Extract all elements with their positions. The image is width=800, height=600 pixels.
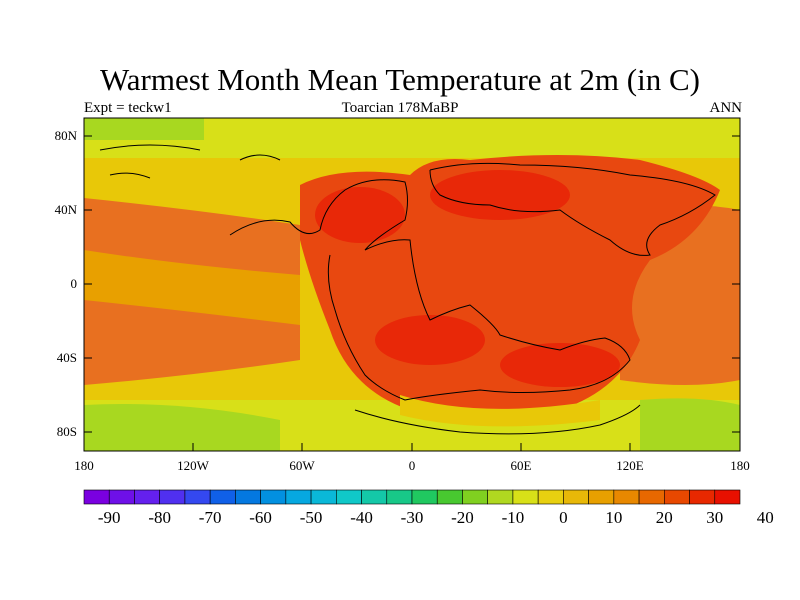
colorbar-swatch — [108, 489, 135, 505]
colorbar-swatch — [714, 489, 741, 505]
colorbar-swatch — [83, 489, 110, 505]
coastline-antarctic — [354, 404, 641, 435]
south-cold-patch-east — [640, 398, 740, 451]
colorbar-label: -50 — [299, 508, 323, 527]
map-field — [84, 118, 740, 451]
colorbar-swatch — [336, 489, 362, 505]
colorbar-label: 40 — [756, 508, 774, 527]
colorbar-swatch — [386, 489, 413, 505]
colorbar-swatch — [436, 489, 463, 505]
colorbar-swatch — [184, 489, 211, 505]
colorbar-swatch — [537, 489, 564, 505]
colorbar-label: -10 — [501, 508, 525, 527]
chart-title: Warmest Month Mean Temperature at 2m (in… — [100, 62, 700, 97]
colorbar-label: -20 — [451, 508, 474, 527]
lon-label: 120E — [616, 458, 644, 473]
hot-spot-north — [430, 170, 570, 220]
colorbar-swatch — [134, 489, 160, 505]
colorbar-label: -90 — [97, 508, 121, 527]
colorbar-swatch — [411, 489, 438, 505]
north-cold-patch — [84, 118, 204, 140]
colorbar-swatch — [613, 489, 640, 505]
colorbar-label: 30 — [706, 508, 724, 527]
ocean-equatorial-cool — [84, 250, 300, 325]
colorbar-swatch — [209, 489, 236, 505]
lon-label: 120W — [177, 458, 209, 473]
lon-label: 180 — [730, 458, 750, 473]
colorbar-swatch — [235, 489, 261, 505]
colorbar-label: 20 — [655, 508, 673, 527]
colorbar-swatch — [159, 489, 186, 505]
colorbar-swatch — [260, 489, 287, 505]
coastline-arctic-islands — [99, 144, 281, 179]
colorbar-label: -60 — [249, 508, 272, 527]
south-cold-patch-west — [84, 404, 280, 451]
colorbar-swatch — [361, 489, 388, 505]
colorbar-swatch — [285, 489, 312, 505]
colorbar-label: -80 — [148, 508, 172, 527]
colorbar-label: 50 — [796, 508, 800, 528]
hot-spot-south — [500, 343, 620, 387]
experiment-label: Expt = teckw1 — [84, 100, 172, 116]
lat-label: 40S — [56, 350, 77, 365]
lat-label: 0 — [70, 276, 78, 291]
colorbar-swatch — [310, 489, 337, 505]
colorbar-label: -40 — [350, 508, 373, 527]
colorbar-swatch — [512, 489, 539, 505]
lon-ticks — [83, 443, 741, 451]
coastline-north — [429, 162, 716, 256]
lon-label: 180 — [74, 458, 94, 473]
lon-label: 60E — [510, 458, 532, 473]
colorbar — [83, 489, 741, 505]
coastline-main — [229, 179, 631, 401]
period-label: Toarcian 178MaBP — [341, 100, 459, 116]
colorbar-label: 0 — [559, 508, 568, 527]
lat-label: 80N — [54, 128, 77, 143]
colorbar-label: 10 — [605, 508, 623, 527]
colorbar-label: -30 — [400, 508, 424, 527]
southern-coastal-band — [400, 395, 600, 427]
lat-label: 40N — [54, 202, 77, 217]
lon-label: 60W — [289, 458, 315, 473]
season-label: ANN — [709, 100, 743, 116]
lon-label: 0 — [408, 458, 416, 473]
colorbar-swatch — [563, 489, 589, 505]
colorbar-swatch — [462, 489, 488, 505]
colorbar-swatch — [664, 489, 690, 505]
colorbar-swatch — [638, 489, 665, 505]
colorbar-label: -70 — [198, 508, 222, 527]
hot-spot-southwest — [375, 315, 485, 365]
lat-label: 80S — [56, 424, 77, 439]
colorbar-swatch — [588, 489, 615, 505]
hot-spot-northwest — [315, 187, 405, 243]
colorbar-swatch — [487, 489, 514, 505]
colorbar-swatch — [689, 489, 716, 505]
lat-ticks — [84, 135, 740, 433]
